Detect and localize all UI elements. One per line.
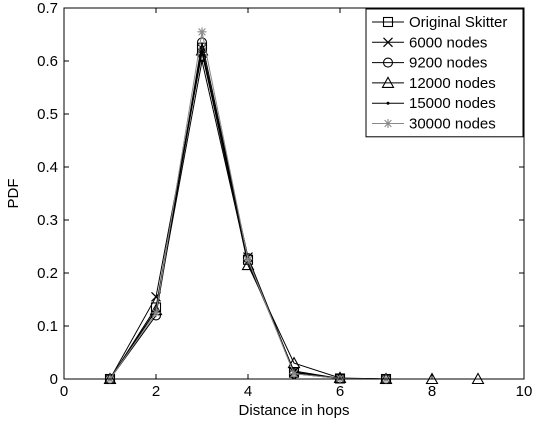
- legend: Original Skitter 6000 nodes 9200 nodes 1200…: [365, 8, 524, 138]
- x-axis-label: Distance in hops: [239, 402, 350, 419]
- legend-label-5: 30000 nodes: [409, 116, 496, 133]
- legend-label-4: 15000 nodes: [409, 95, 496, 112]
- data-point-3-3: [241, 258, 255, 271]
- x-tick-label-4: 8: [428, 383, 436, 400]
- x-tick-label-1: 2: [152, 383, 160, 400]
- data-point-4-2: [200, 59, 204, 63]
- y-tick-label-6: 0.6: [37, 53, 58, 70]
- data-point-5-2: [197, 27, 207, 37]
- data-point-3-4: [287, 356, 301, 369]
- x-tick-label-5: 10: [516, 383, 533, 400]
- axes-layer: 0 2 4 6 8 10 0 0.1 0.2 0.3 0.4 0.5 0.6 0.7: [37, 0, 532, 400]
- data-point-2-2: [196, 37, 208, 48]
- legend-entry-0: Original Skitter: [372, 14, 507, 31]
- legend-entry-1: 6000 nodes: [372, 34, 487, 51]
- legend-marker-5: [383, 119, 393, 128]
- y-tick-label-3: 0.3: [37, 212, 58, 229]
- y-tick-label-2: 0.2: [37, 265, 58, 282]
- legend-box: [365, 8, 524, 138]
- legend-marker-1: [383, 37, 393, 48]
- legend-marker-3: [381, 76, 395, 88]
- y-tick-label-4: 0.4: [37, 159, 58, 176]
- x-tick-label-3: 6: [336, 383, 344, 400]
- legend-marker-4: [386, 101, 390, 105]
- legend-entry-5: 30000 nodes: [372, 116, 496, 133]
- data-point-5-3: [243, 255, 253, 265]
- x-tick-label-2: 4: [244, 383, 252, 400]
- data-point-5-4: [289, 369, 299, 379]
- legend-label-1: 6000 nodes: [409, 34, 487, 51]
- legend-entry-2: 9200 nodes: [372, 55, 487, 72]
- y-axis-label: PDF: [5, 179, 22, 209]
- y-tick-label-5: 0.5: [37, 106, 58, 123]
- legend-entry-4: 15000 nodes: [372, 95, 496, 112]
- legend-label-2: 9200 nodes: [409, 55, 487, 72]
- y-tick-label-7: 0.7: [37, 0, 58, 17]
- y-tick-label-1: 0.1: [37, 318, 58, 335]
- data-point-5-1: [151, 308, 161, 318]
- legend-label-3: 12000 nodes: [409, 75, 496, 92]
- legend-marker-2: [382, 57, 394, 68]
- legend-label-0: Original Skitter: [409, 14, 507, 31]
- legend-marker-0: [382, 16, 394, 28]
- legend-entry-3: 12000 nodes: [372, 75, 496, 92]
- axes-frame: [63, 7, 525, 380]
- x-tick-label-0: 0: [60, 383, 68, 400]
- y-tick-label-0: 0: [50, 371, 58, 388]
